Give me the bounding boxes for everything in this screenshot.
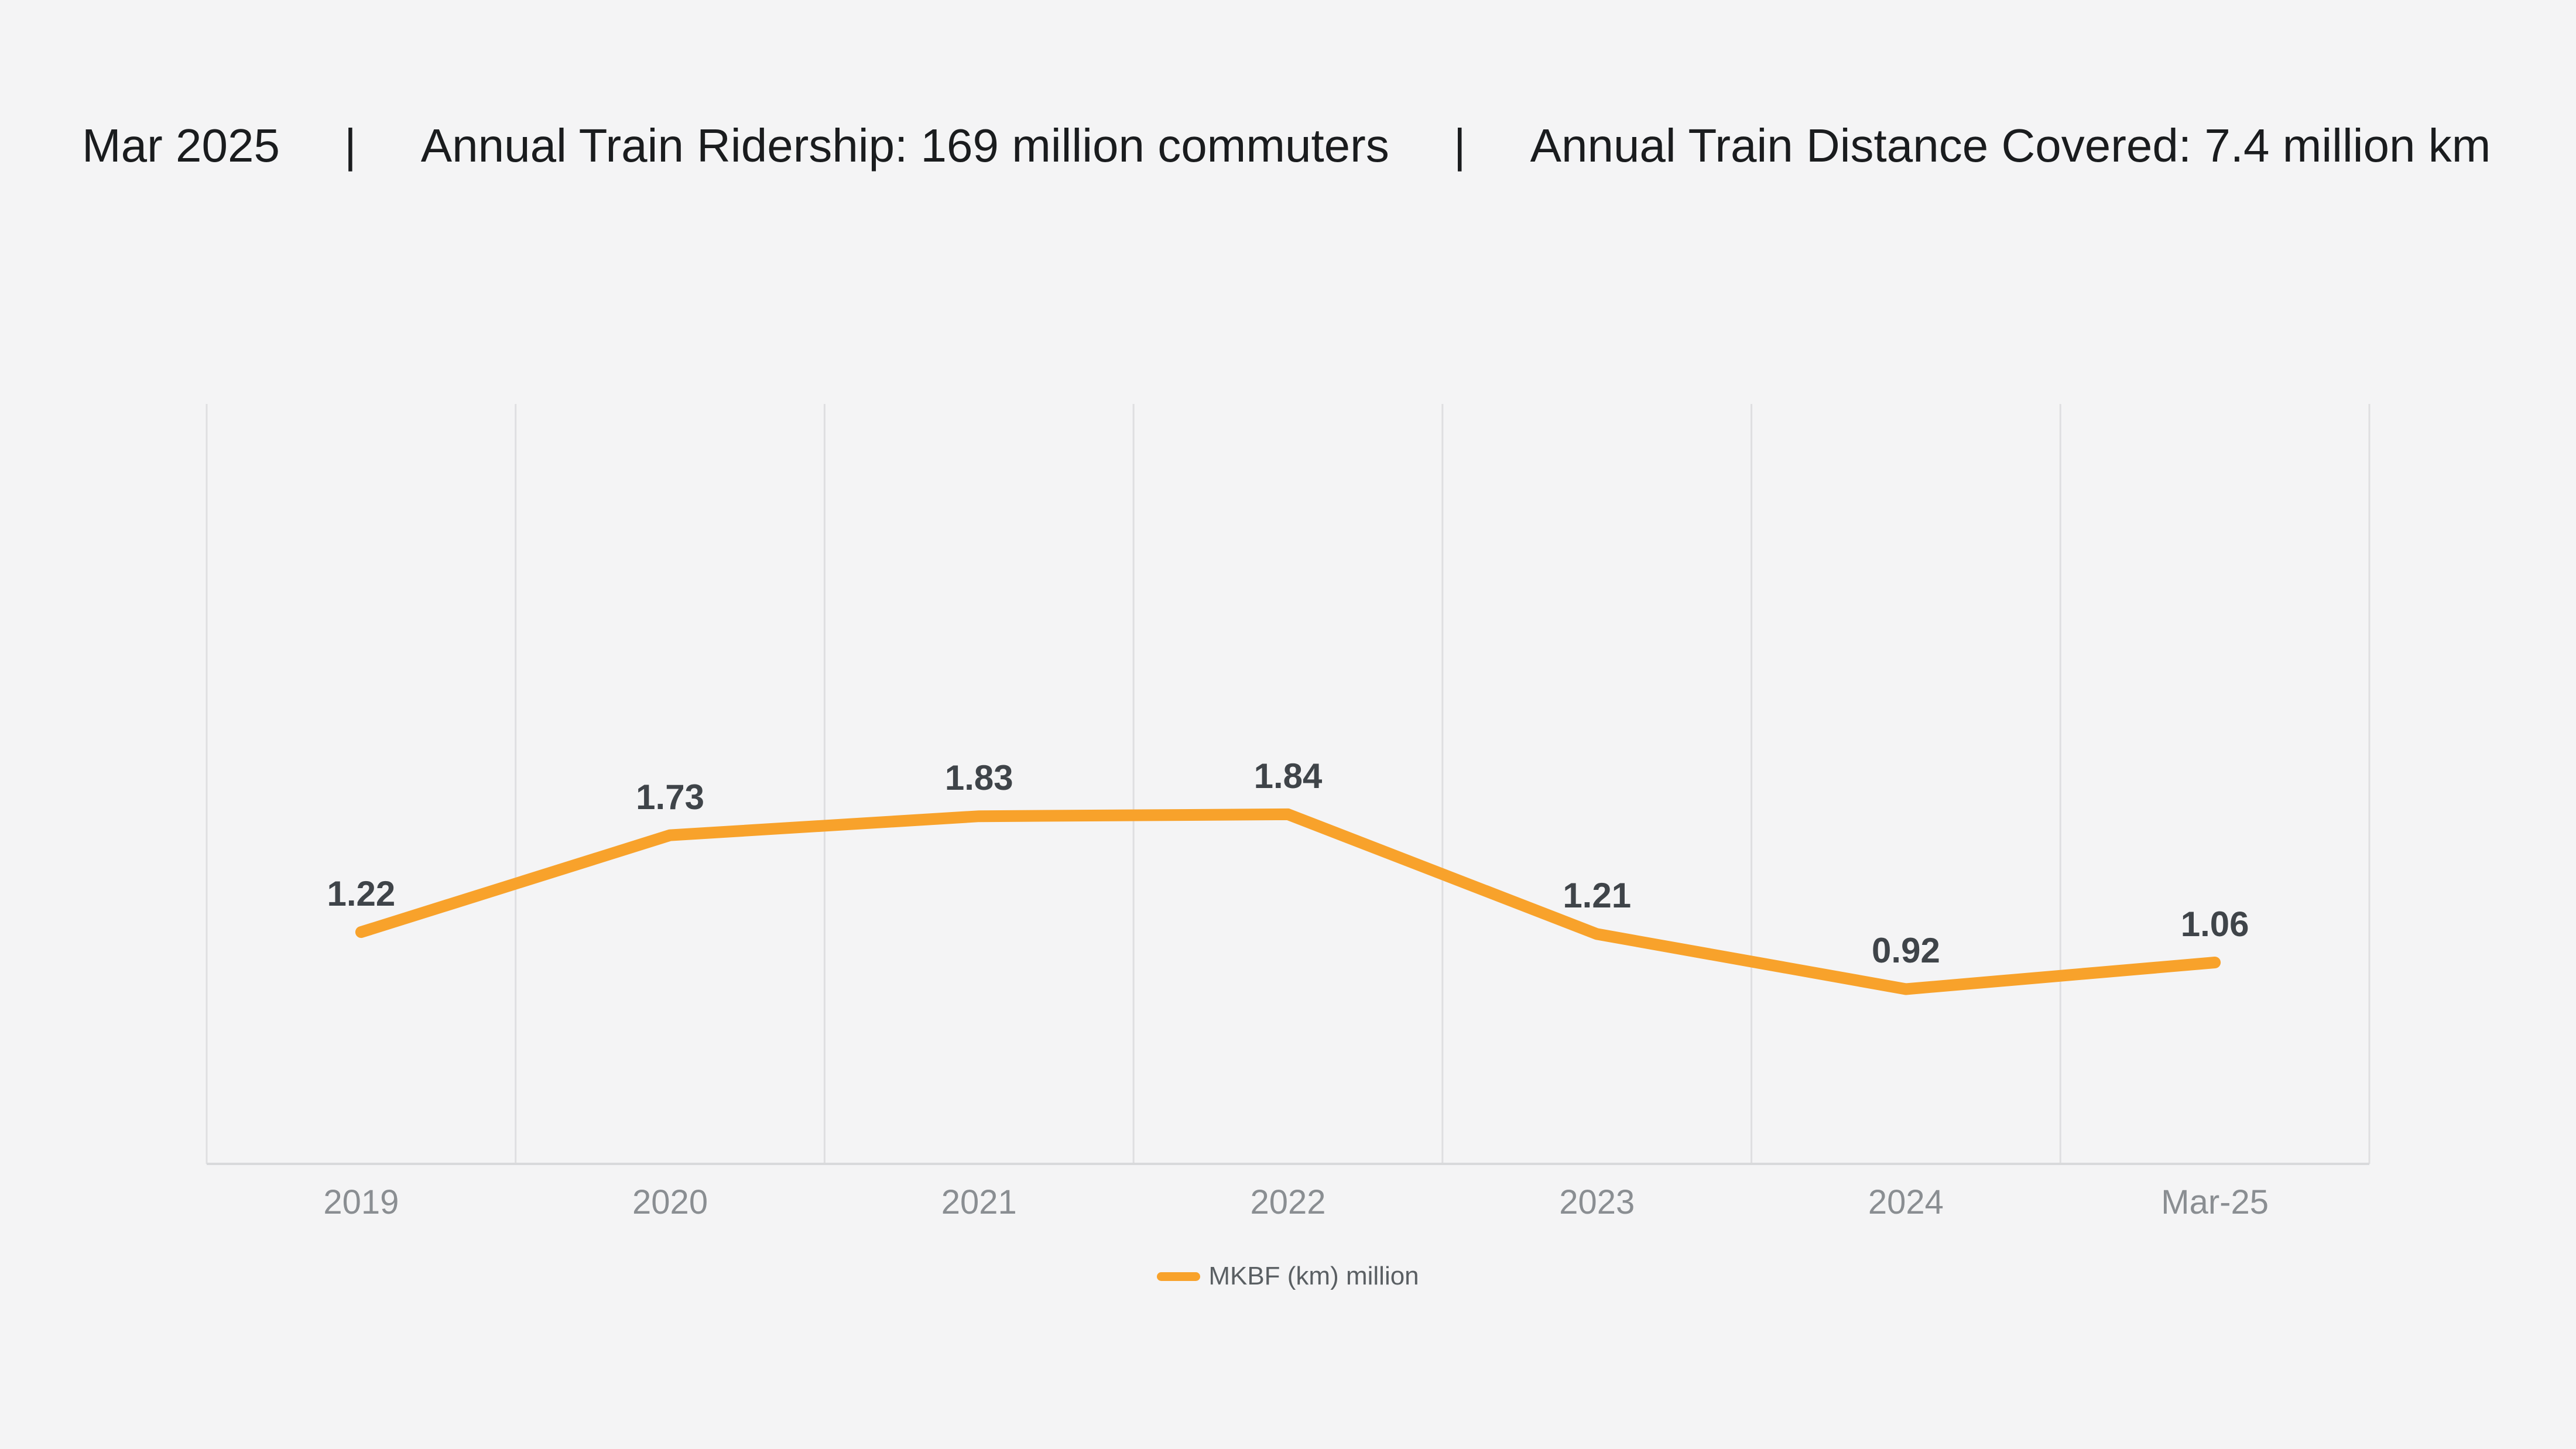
chart-legend: MKBF (km) million bbox=[0, 1262, 2576, 1291]
kpi-header: Mar 2025 | Annual Train Ridership: 169 m… bbox=[82, 120, 2491, 172]
distance-kpi: Annual Train Distance Covered: 7.4 milli… bbox=[1530, 119, 2491, 172]
mkbf-series-line bbox=[355, 808, 2221, 995]
legend-label: MKBF (km) million bbox=[1208, 1262, 1419, 1290]
separator-pipe: | bbox=[1453, 119, 1466, 172]
period-label: Mar 2025 bbox=[82, 119, 280, 172]
separator-pipe: | bbox=[344, 119, 357, 172]
ridership-kpi: Annual Train Ridership: 169 million comm… bbox=[420, 119, 1389, 172]
legend-line-swatch-icon bbox=[1157, 1272, 1201, 1281]
legend-item-mkbf[interactable]: MKBF (km) million bbox=[1157, 1263, 1419, 1289]
